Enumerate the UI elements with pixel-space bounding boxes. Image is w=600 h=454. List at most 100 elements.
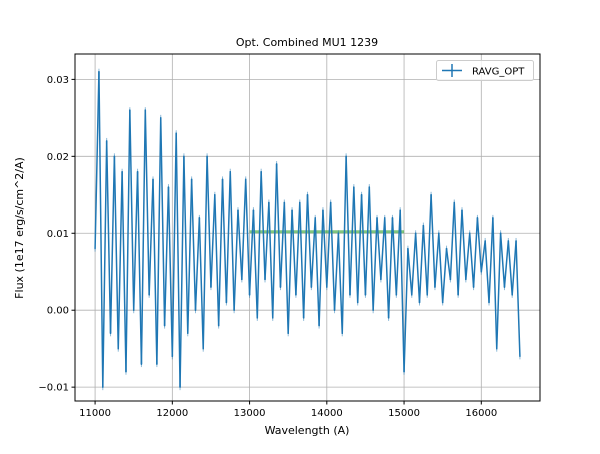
series-segment bbox=[411, 232, 417, 296]
series-segment bbox=[426, 194, 432, 296]
series-segment bbox=[144, 109, 150, 296]
series-segment bbox=[364, 186, 371, 296]
series-segment bbox=[302, 194, 309, 319]
y-axis-label: Flux (1e17 erg/s/cm^2/A) bbox=[13, 157, 26, 299]
series-segment bbox=[465, 232, 471, 281]
axes-frame bbox=[74, 53, 541, 402]
series-segment bbox=[515, 240, 521, 358]
series-segment bbox=[156, 117, 162, 365]
series-segment bbox=[102, 140, 108, 388]
series-segment bbox=[179, 155, 185, 388]
series-segment bbox=[403, 247, 409, 373]
series-segment bbox=[318, 209, 324, 327]
series-segment bbox=[163, 186, 170, 327]
series-segment bbox=[434, 232, 440, 288]
series-segment bbox=[256, 170, 262, 319]
series-segment bbox=[468, 232, 475, 288]
series-segment bbox=[306, 194, 313, 288]
series-segment bbox=[248, 209, 255, 296]
x-tick-label: 11000 bbox=[79, 408, 111, 419]
series-segment bbox=[140, 109, 147, 365]
series-segment bbox=[368, 186, 374, 311]
series-segment bbox=[326, 201, 332, 288]
series-segment bbox=[94, 70, 100, 250]
x-axis-ticks: 11000 12000 13000 14000 15000 16000 bbox=[79, 401, 497, 419]
legend-label: RAVG_OPT bbox=[472, 67, 525, 78]
series-segment bbox=[264, 201, 270, 281]
series-segment bbox=[287, 209, 293, 335]
series-segment bbox=[457, 209, 463, 296]
series-segment bbox=[221, 178, 228, 304]
series-segment bbox=[391, 217, 398, 296]
series-segment bbox=[237, 209, 243, 281]
series-segment bbox=[329, 201, 336, 311]
series-segment bbox=[152, 178, 158, 365]
x-tick-label: 15000 bbox=[388, 408, 420, 419]
series-segment bbox=[314, 217, 320, 327]
series-segment bbox=[210, 194, 216, 288]
legend: RAVG_OPT bbox=[436, 60, 534, 81]
series-segment bbox=[480, 240, 486, 273]
series-segment bbox=[109, 155, 116, 335]
series-segment bbox=[337, 232, 344, 335]
series-segment bbox=[175, 132, 181, 388]
series-segment bbox=[349, 186, 355, 296]
series-segment bbox=[271, 163, 278, 319]
series-segment bbox=[383, 217, 390, 319]
series-segment bbox=[333, 232, 340, 311]
series-segment bbox=[488, 217, 494, 304]
series-segment bbox=[159, 117, 166, 327]
series-segment bbox=[117, 170, 123, 350]
series-segment bbox=[295, 201, 301, 296]
y-tick-label: 0.01 bbox=[47, 229, 69, 240]
series-segment bbox=[414, 232, 421, 304]
series-segment bbox=[418, 224, 425, 304]
y-tick-label: −0.01 bbox=[38, 383, 69, 394]
series-segment bbox=[445, 247, 452, 281]
series-segment bbox=[132, 170, 139, 311]
y-tick-label: 0.03 bbox=[47, 75, 69, 86]
series-segment bbox=[244, 178, 251, 296]
series-segment bbox=[171, 132, 177, 358]
series-segment bbox=[214, 194, 220, 327]
series-segment bbox=[113, 155, 120, 350]
series-segment bbox=[407, 247, 413, 296]
series-segment bbox=[441, 247, 448, 304]
y-tick-label: 0.00 bbox=[47, 306, 69, 317]
series-segment bbox=[225, 170, 232, 304]
series-segment bbox=[453, 201, 459, 296]
y-axis-ticks: −0.01 0.00 0.01 0.02 0.03 bbox=[38, 75, 75, 394]
series-segment bbox=[511, 240, 517, 296]
series-segment bbox=[260, 170, 266, 281]
x-tick-label: 13000 bbox=[234, 408, 266, 419]
x-tick-label: 16000 bbox=[465, 408, 497, 419]
series-segment bbox=[206, 155, 212, 288]
series-segment bbox=[438, 232, 444, 304]
series-segment bbox=[136, 170, 143, 365]
series-segment bbox=[430, 194, 436, 288]
series-segment bbox=[356, 194, 363, 304]
series-segment bbox=[322, 209, 328, 288]
series-segment bbox=[449, 201, 456, 281]
series-segment bbox=[353, 186, 359, 304]
series-segment bbox=[233, 209, 239, 311]
series-segment bbox=[484, 240, 490, 304]
x-axis-label: Wavelength (A) bbox=[265, 424, 350, 437]
series-segment bbox=[341, 155, 347, 335]
series-segment bbox=[395, 209, 401, 296]
series-segment bbox=[121, 170, 127, 373]
series-segment bbox=[310, 217, 316, 288]
series-segment bbox=[148, 178, 154, 296]
series-segment bbox=[129, 109, 135, 311]
series-segment bbox=[167, 186, 174, 358]
series-segment bbox=[190, 178, 197, 311]
series-ravg-opt bbox=[94, 68, 521, 391]
series-segment bbox=[283, 201, 289, 335]
series-segment bbox=[461, 209, 467, 281]
legend-box bbox=[436, 60, 534, 81]
series-segment bbox=[98, 70, 104, 388]
series-segment bbox=[499, 232, 506, 288]
series-segment bbox=[503, 240, 510, 288]
series-segment bbox=[372, 217, 378, 311]
